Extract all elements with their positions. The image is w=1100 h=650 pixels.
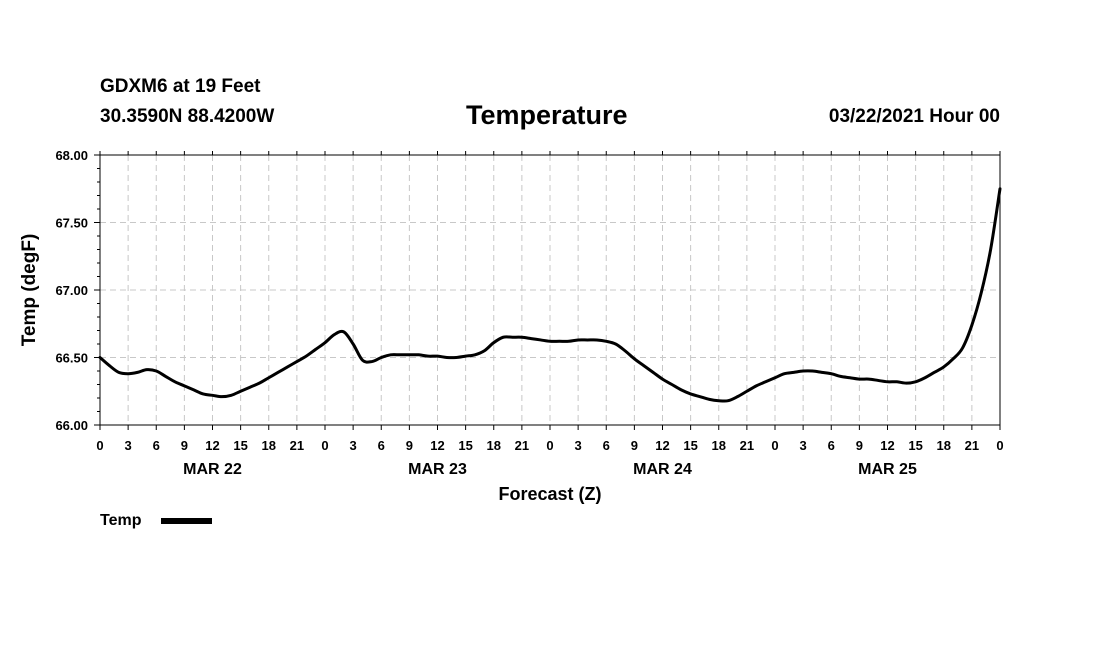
forecast-run-date: 03/22/2021 Hour 00 xyxy=(828,106,1000,127)
x-tick-label: 18 xyxy=(712,438,726,453)
grid-lines xyxy=(100,155,1000,425)
y-axis-label: Temp (degF) xyxy=(19,234,40,347)
x-tick-label: 15 xyxy=(233,438,247,453)
x-tick-label: 12 xyxy=(655,438,669,453)
x-tick-label: 3 xyxy=(125,438,132,453)
y-tick-label: 68.00 xyxy=(55,148,88,163)
series-group xyxy=(98,187,1002,403)
date-label: MAR 25 xyxy=(858,461,917,478)
date-label: MAR 22 xyxy=(183,461,242,478)
x-tick-label: 12 xyxy=(880,438,894,453)
x-tick-label: 0 xyxy=(321,438,328,453)
x-tick-label: 21 xyxy=(515,438,529,453)
y-tick-label: 67.00 xyxy=(55,283,88,298)
x-tick-label: 9 xyxy=(181,438,188,453)
temp-series-line xyxy=(98,187,1002,403)
x-tick-label: 18 xyxy=(487,438,501,453)
x-tick-label: 15 xyxy=(908,438,922,453)
chart-title: Temperature xyxy=(466,100,628,130)
x-tick-label: 3 xyxy=(575,438,582,453)
date-label: MAR 23 xyxy=(408,461,467,478)
station-title: GDXM6 at 19 Feet xyxy=(100,76,261,97)
station-coordinates: 30.3590N 88.4200W xyxy=(100,106,275,127)
x-tick-label: 6 xyxy=(378,438,385,453)
y-axis-tick-labels: 66.00 66.50 67.00 67.50 68.00 xyxy=(55,148,88,433)
x-axis-tick-labels: 0 3 6 9 12 15 18 21 0 3 6 9 12 15 18 21 0 3 6 9 12 15 18 21 0 3 6 9… xyxy=(96,438,1003,453)
x-tick-label: 21 xyxy=(290,438,304,453)
x-tick-label: 0 xyxy=(996,438,1003,453)
y-tick-label: 67.50 xyxy=(55,216,88,231)
x-tick-label: 9 xyxy=(631,438,638,453)
x-tick-label: 3 xyxy=(350,438,357,453)
x-axis-date-labels: MAR 22 MAR 23 MAR 24 MAR 25 xyxy=(183,461,917,478)
x-tick-label: 18 xyxy=(937,438,951,453)
x-tick-label: 0 xyxy=(546,438,553,453)
x-tick-label: 12 xyxy=(205,438,219,453)
x-tick-label: 6 xyxy=(153,438,160,453)
x-tick-label: 9 xyxy=(856,438,863,453)
x-tick-label: 9 xyxy=(406,438,413,453)
x-tick-label: 15 xyxy=(683,438,697,453)
x-tick-label: 0 xyxy=(96,438,103,453)
date-label: MAR 24 xyxy=(633,461,692,478)
x-tick-label: 3 xyxy=(800,438,807,453)
legend: Temp xyxy=(100,512,212,529)
x-tick-label: 12 xyxy=(430,438,444,453)
x-tick-label: 21 xyxy=(740,438,754,453)
x-tick-label: 6 xyxy=(603,438,610,453)
axis-ticks xyxy=(94,151,1001,430)
y-tick-label: 66.50 xyxy=(55,351,88,366)
y-tick-label: 66.00 xyxy=(55,418,88,433)
legend-label: Temp xyxy=(100,512,142,529)
x-axis-label: Forecast (Z) xyxy=(498,484,601,504)
x-tick-label: 21 xyxy=(965,438,979,453)
x-tick-label: 0 xyxy=(771,438,778,453)
x-tick-label: 18 xyxy=(262,438,276,453)
x-tick-label: 6 xyxy=(828,438,835,453)
x-tick-label: 15 xyxy=(458,438,472,453)
